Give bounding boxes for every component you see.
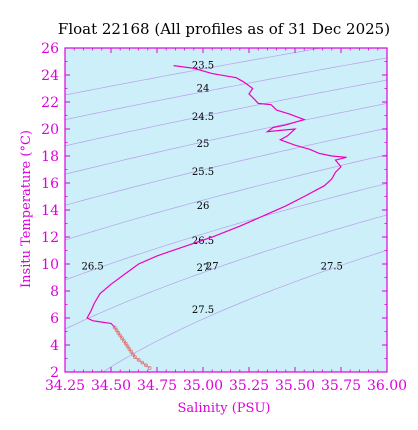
deep-profile-marker — [123, 341, 128, 346]
y-tick-label: 14 — [41, 203, 59, 219]
density-contour — [65, 79, 387, 147]
density-contour — [65, 183, 387, 281]
deep-profile-marker — [147, 366, 152, 370]
density-contour — [65, 103, 387, 175]
deep-profile-marker — [120, 336, 124, 341]
deep-profile-marker — [136, 358, 141, 362]
x-tick-label: 35.75 — [321, 378, 361, 394]
y-tick-label: 4 — [50, 338, 59, 354]
y-tick-label: 20 — [41, 122, 59, 138]
deep-profile-marker — [144, 363, 148, 368]
density-contour — [65, 57, 387, 120]
deep-profile-marker — [127, 347, 132, 351]
density-contour — [65, 127, 387, 206]
deep-profile-marker — [131, 352, 135, 357]
y-tick-label: 8 — [50, 284, 59, 300]
deep-profile-marker — [118, 333, 123, 338]
y-tick-label: 12 — [41, 230, 59, 246]
x-axis-title: Salinity (PSU) — [178, 401, 271, 416]
density-contours — [65, 48, 387, 372]
x-tick-label: 34.50 — [91, 378, 131, 394]
deep-profile-marker — [112, 325, 117, 330]
x-tick-label: 36.00 — [367, 378, 407, 394]
profile-line — [86, 65, 347, 328]
x-tick-label: 34.75 — [137, 378, 177, 394]
contour-label: 26 — [197, 201, 210, 212]
chart-title: Float 22168 (All profiles as of 31 Dec 2… — [58, 20, 390, 38]
y-tick-label: 18 — [41, 149, 59, 165]
x-tick-label: 35.25 — [229, 378, 269, 394]
deep-profile-marker — [133, 355, 137, 359]
deep-profile-marker — [114, 328, 119, 332]
y-tick-label: 10 — [41, 257, 59, 273]
deep-profile-marker — [116, 331, 121, 335]
y-tick-label: 22 — [41, 95, 59, 111]
contour-label: 27 — [206, 262, 219, 273]
x-tick-label: 35.50 — [275, 378, 315, 394]
contour-label: 27.5 — [321, 262, 343, 273]
deep-profile-marker — [140, 360, 145, 365]
density-contour — [102, 249, 387, 372]
contour-label: 26.5 — [192, 236, 214, 247]
contour-label: 25 — [197, 139, 210, 150]
density-contour — [65, 48, 324, 96]
deep-profile-marker — [122, 339, 126, 343]
contour-label: 24.5 — [192, 112, 214, 123]
y-tick-label: 26 — [41, 41, 59, 57]
y-tick-label: 2 — [50, 365, 59, 381]
contour-label: 27.5 — [192, 305, 214, 316]
x-tick-label: 34.25 — [45, 378, 85, 394]
deep-profile-marker — [125, 344, 130, 349]
contour-label: 23.5 — [192, 61, 214, 72]
contour-label: 27 — [197, 263, 210, 274]
density-contour — [65, 154, 387, 241]
density-contour — [65, 214, 387, 330]
plot-background — [65, 48, 387, 372]
deep-profile-marker — [129, 349, 134, 354]
contour-label: 25.5 — [192, 167, 214, 178]
contour-label: 24 — [197, 84, 210, 95]
x-tick-label: 35.00 — [183, 378, 223, 394]
y-tick-label: 6 — [50, 311, 59, 327]
y-tick-label: 24 — [41, 68, 59, 84]
contour-label: 26.5 — [81, 262, 103, 273]
y-tick-label: 16 — [41, 176, 59, 192]
y-axis-title: Insitu Temperature (°C) — [19, 130, 34, 288]
